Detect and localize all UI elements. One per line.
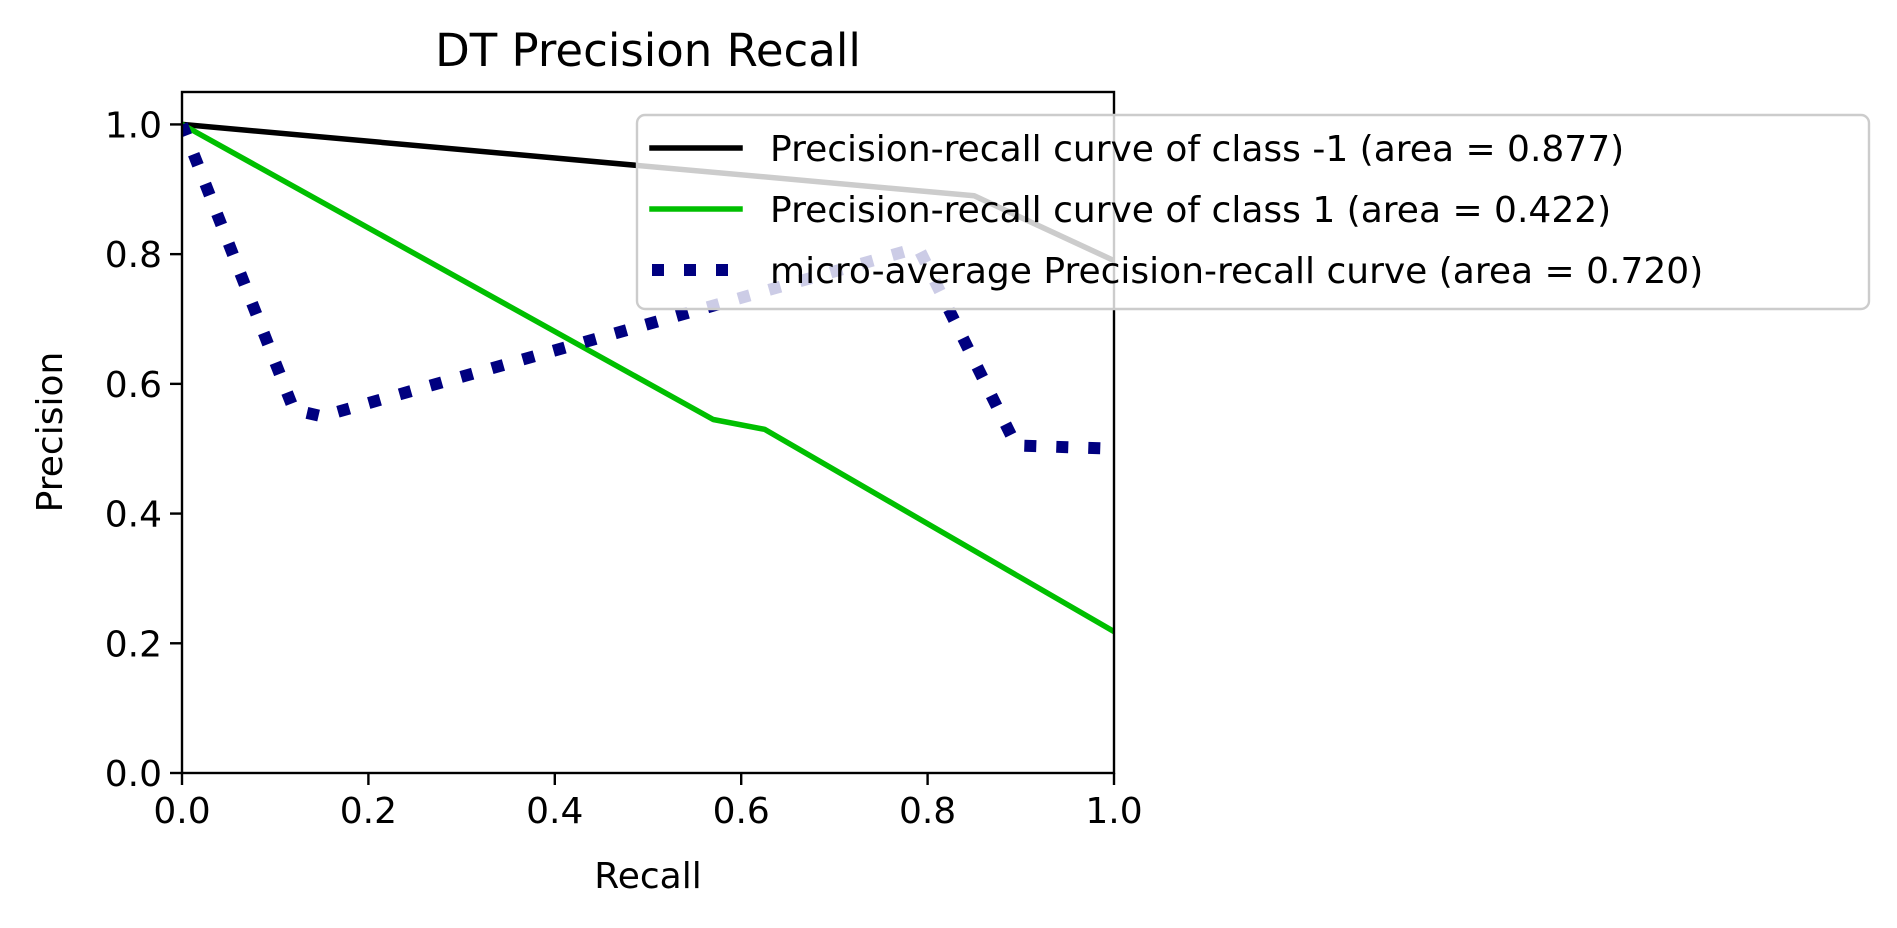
x-tick-label: 1.0 — [1085, 791, 1142, 832]
legend-label-1: Precision-recall curve of class 1 (area … — [770, 190, 1611, 231]
x-tick-label: 0.0 — [153, 791, 210, 832]
series-line-1 — [182, 121, 1114, 635]
y-tick-label: 0.6 — [105, 365, 162, 406]
legend-box — [635, 113, 1871, 311]
y-tick-label: 0.0 — [105, 754, 162, 795]
x-tick-label: 0.6 — [713, 791, 770, 832]
chart-title: DT Precision Recall — [435, 24, 861, 77]
y-tick-label: 1.0 — [105, 105, 162, 146]
y-tick-label: 0.4 — [105, 495, 162, 536]
series-line-2 — [182, 122, 1114, 455]
axis-ticks: 0.0 0.2 0.4 0.6 0.8 1.0 0.0 0.2 0.4 0.6 0.8 1.0 — [105, 105, 1143, 832]
x-axis-label: Recall — [594, 856, 701, 897]
legend-label-0: Precision-recall curve of class -1 (area… — [770, 129, 1624, 170]
y-axis-label: Precision — [30, 352, 71, 513]
x-tick-label: 0.8 — [899, 791, 956, 832]
y-tick-label: 0.2 — [105, 624, 162, 665]
x-tick-label: 0.4 — [526, 791, 583, 832]
plot-frame — [180, 90, 1116, 775]
legend: Precision-recall curve of class -1 (area… — [635, 113, 1871, 311]
y-tick-label: 0.8 — [105, 235, 162, 276]
x-tick-label: 0.2 — [340, 791, 397, 832]
legend-label-2: micro-average Precision-recall curve (ar… — [770, 251, 1703, 292]
